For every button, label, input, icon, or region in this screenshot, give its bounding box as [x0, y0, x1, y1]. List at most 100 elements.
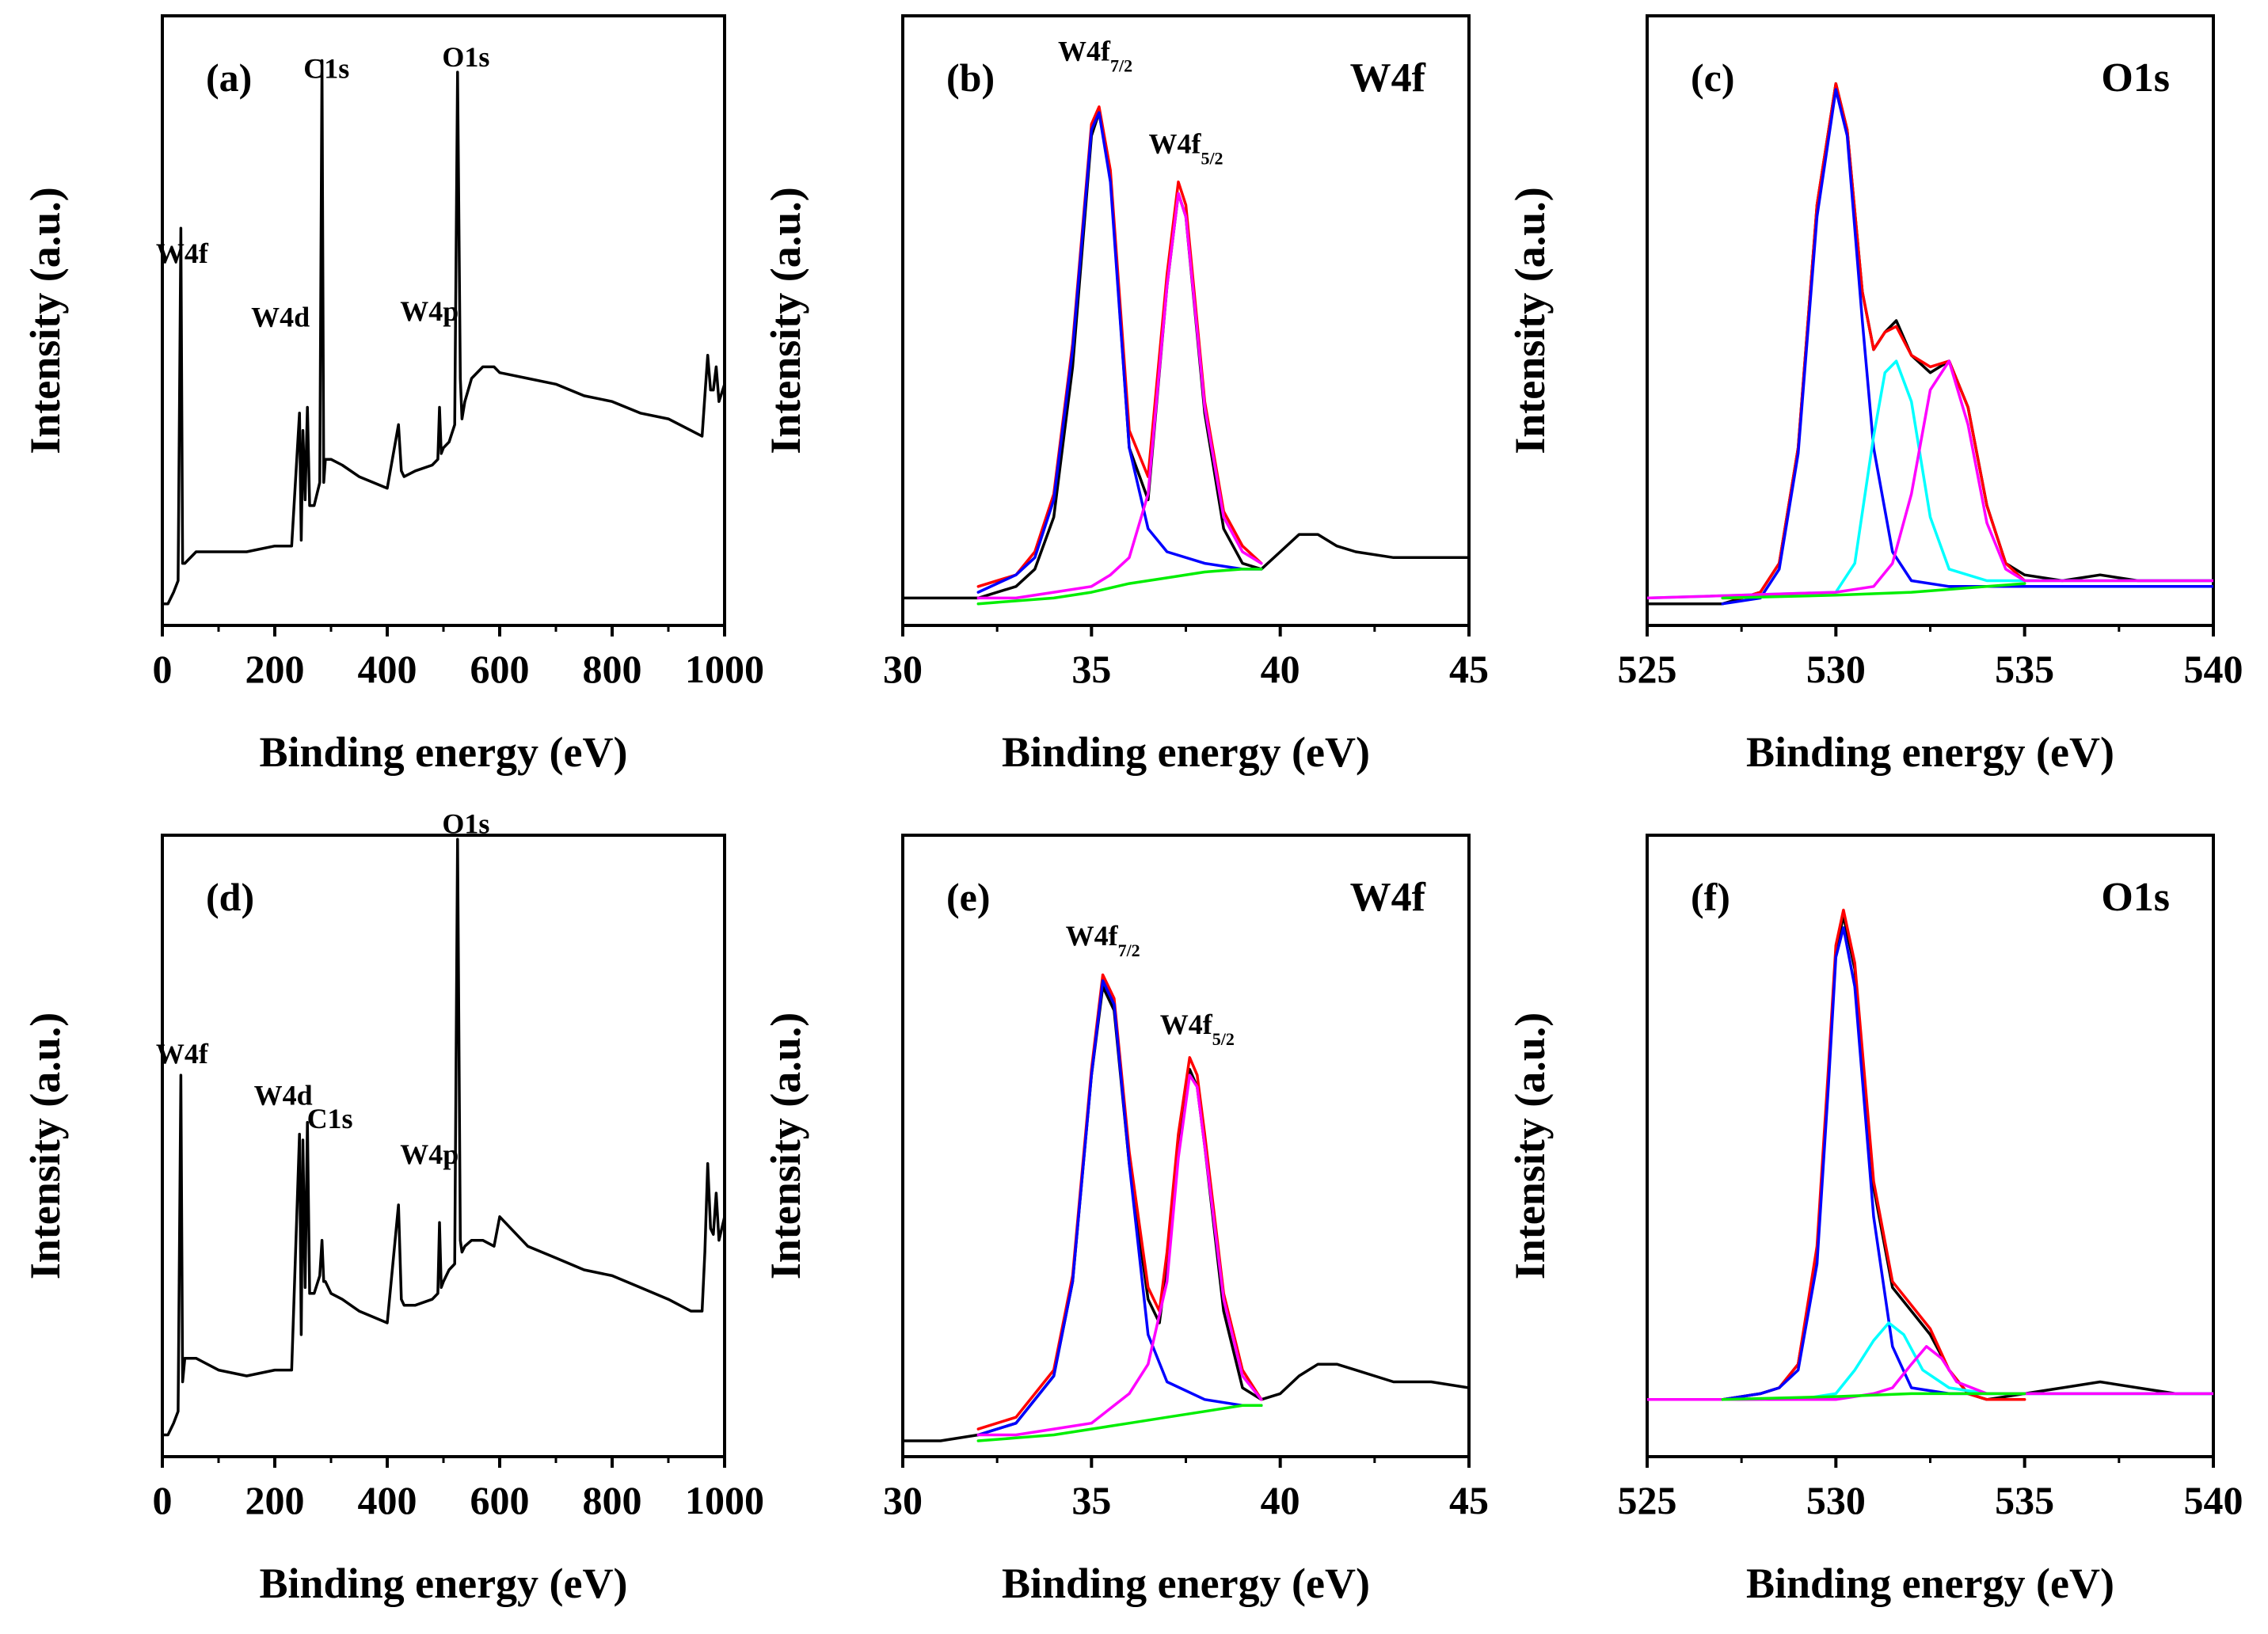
x-tick-label: 400: [358, 647, 417, 691]
peak-annotation: W4p: [400, 1138, 459, 1170]
peak-annotation: C1s: [307, 1103, 353, 1134]
x-axis-label: Binding energy (eV): [1746, 728, 2114, 776]
series-component-2: [1647, 359, 2213, 600]
x-tick-label: 530: [1806, 647, 1866, 691]
x-axis-label: Binding energy (eV): [1746, 1560, 2114, 1607]
peak-label-sub: 5/2: [1212, 1029, 1235, 1049]
series-group: [162, 59, 725, 606]
series-background: [976, 1404, 1263, 1442]
plot-frame: [901, 14, 1471, 627]
x-tick-label: 35: [1071, 647, 1111, 691]
x-tick-label: 30: [883, 1478, 923, 1522]
series-w4f5-2-component: [976, 1074, 1263, 1437]
x-tick-label: 535: [1995, 1478, 2054, 1522]
peak-annotation: W4f: [156, 1038, 209, 1070]
y-axis-label: Intensity (a.u.): [21, 1013, 69, 1280]
y-axis-label: Intensity (a.u.): [762, 187, 809, 454]
panel-d: 0 200 400 600 800 1000 Binding energy (eV) Inte…: [21, 808, 764, 1607]
panel-b: 30 35 40 45 Binding energy (eV) Intensity (a.…: [762, 14, 1489, 776]
series-group: [162, 838, 725, 1437]
series-fitted-envelope: [1721, 82, 2026, 600]
series-w4f5-2-component: [976, 192, 1263, 600]
x-tick-label: 200: [245, 1478, 305, 1522]
panel-tag: (c): [1691, 55, 1735, 100]
x-tick-label: 535: [1995, 647, 2054, 691]
series-w4f7-2-component: [976, 979, 1263, 1437]
series-background: [976, 568, 1263, 606]
plot-frame: [1646, 14, 2215, 627]
peak-annotation: W4d: [254, 1079, 313, 1111]
series-measured: [903, 111, 1469, 600]
peak-label-sub: 5/2: [1201, 148, 1223, 168]
peak-annotation: W4f: [156, 238, 209, 269]
x-tick-label: 0: [153, 647, 173, 691]
peak-label-main: W4f: [1058, 36, 1111, 67]
panel-tag: (a): [206, 55, 252, 100]
series-measured: [1647, 82, 2213, 606]
x-axis-label: Binding energy (eV): [260, 728, 628, 776]
series-w4f7-2-component: [976, 111, 1263, 594]
series-component-3: [1647, 359, 2213, 600]
peak-label-main: W4f: [1160, 1009, 1213, 1040]
x-tick-label: 35: [1071, 1478, 1111, 1522]
series-group: [1647, 908, 2213, 1401]
panel-e: 30 35 40 45 Binding energy (eV) Intensity (a.…: [762, 834, 1489, 1607]
x-tick-label: 525: [1618, 1478, 1677, 1522]
panel-f: 525 530 535 540 Binding energy (eV) Intensity…: [1506, 834, 2243, 1607]
peak-label: W4f7/2: [1066, 920, 1140, 960]
y-axis-label: Intensity (a.u.): [1506, 1013, 1554, 1280]
peak-label: W4f5/2: [1148, 127, 1223, 168]
panel-c: 525 530 535 540 Binding energy (eV) Intensity…: [1506, 14, 2243, 776]
x-tick-label: 200: [245, 647, 305, 691]
series-component-1: [1721, 88, 2213, 606]
series-fitted-envelope: [976, 105, 1263, 588]
x-tick-label: 40: [1261, 647, 1300, 691]
x-tick-label: 600: [470, 1478, 530, 1522]
x-tick-label: 600: [470, 647, 530, 691]
peak-label: W4f7/2: [1058, 36, 1132, 76]
peak-label-main: W4f: [1148, 127, 1201, 159]
panel-tag: (b): [946, 55, 995, 100]
x-tick-label: 40: [1261, 1478, 1300, 1522]
peak-label: W4f5/2: [1160, 1009, 1235, 1049]
series-fitted-envelope: [1721, 908, 2026, 1401]
series-group: [1647, 82, 2213, 606]
series-background: [1721, 582, 2026, 600]
x-tick-label: 45: [1449, 1478, 1489, 1522]
x-tick-label: 540: [2184, 647, 2243, 691]
x-tick-label: 530: [1806, 1478, 1866, 1522]
series-background: [1721, 1392, 2026, 1401]
x-tick-label: 45: [1449, 647, 1489, 691]
peak-label-sub: 7/2: [1118, 940, 1140, 960]
x-axis-label: Binding energy (eV): [260, 1560, 628, 1607]
x-tick-label: 800: [583, 647, 642, 691]
x-axis-label: Binding energy (eV): [1002, 1560, 1370, 1607]
peak-annotation: W4p: [400, 295, 459, 327]
panel-title: O1s: [2101, 875, 2170, 920]
series-survey-spectrum: [162, 838, 725, 1437]
peak-label-sub: 7/2: [1110, 56, 1132, 76]
panel-a: 0 200 400 600 800 1000 Binding energy (eV) Inte…: [21, 14, 764, 776]
series-group: [903, 973, 1469, 1442]
x-tick-label: 800: [583, 1478, 642, 1522]
plot-frame: [1646, 834, 2215, 1458]
x-tick-label: 1000: [685, 1478, 764, 1522]
series-group: [903, 105, 1469, 606]
panel-title: W4f: [1350, 875, 1426, 920]
peak-annotation: O1s: [442, 808, 489, 840]
peak-label-main: W4f: [1066, 920, 1119, 952]
y-axis-label: Intensity (a.u.): [21, 187, 69, 454]
x-tick-label: 540: [2184, 1478, 2243, 1522]
x-axis-label: Binding energy (eV): [1002, 728, 1370, 776]
series-survey-spectrum: [162, 59, 725, 606]
peak-annotation: C1s: [303, 52, 349, 84]
peak-annotation: W4d: [251, 301, 310, 332]
y-axis-label: Intensity (a.u.): [1506, 187, 1554, 454]
x-tick-label: 0: [153, 1478, 173, 1522]
x-tick-label: 1000: [685, 647, 764, 691]
x-tick-label: 30: [883, 647, 923, 691]
panel-tag: (e): [946, 875, 991, 919]
panel-tag: (d): [206, 875, 254, 919]
series-component-1: [1721, 926, 2213, 1401]
